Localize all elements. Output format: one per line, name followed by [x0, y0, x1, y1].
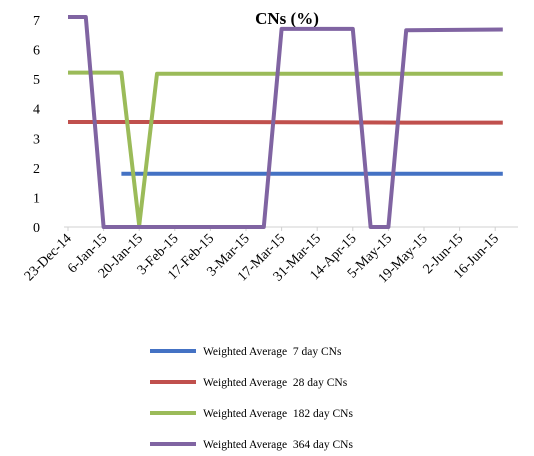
- y-tick-label: 3: [33, 132, 40, 147]
- legend-label: Weighted Average 28 day CNs: [203, 377, 348, 389]
- x-axis-tick-labels: 23-Dec-146-Jan-1520-Jan-153-Feb-1517-Feb…: [22, 231, 502, 286]
- chart-title: CNs (%): [255, 9, 319, 28]
- legend: Weighted Average 7 day CNs Weighted Avera…: [150, 346, 353, 451]
- series-line-4: [68, 15, 503, 229]
- series-line-3: [68, 70, 503, 228]
- y-tick-label: 1: [33, 191, 40, 206]
- y-axis-ticks: 0 1 2 3 4 5 6 7: [33, 14, 40, 236]
- y-tick-label: 4: [33, 103, 40, 118]
- y-tick-label: 6: [33, 44, 40, 59]
- x-tick-label: 23-Dec-14: [22, 231, 75, 284]
- series-line-2: [68, 120, 503, 125]
- legend-label: Weighted Average 7 day CNs: [203, 346, 342, 358]
- y-tick-label: 7: [33, 14, 40, 29]
- series-lines: [68, 15, 503, 229]
- y-tick-label: 2: [33, 162, 40, 177]
- legend-label: Weighted Average 182 day CNs: [203, 408, 353, 420]
- y-tick-label: 0: [33, 221, 40, 236]
- y-tick-label: 5: [33, 73, 40, 88]
- legend-label: Weighted Average 364 day CNs: [203, 439, 353, 451]
